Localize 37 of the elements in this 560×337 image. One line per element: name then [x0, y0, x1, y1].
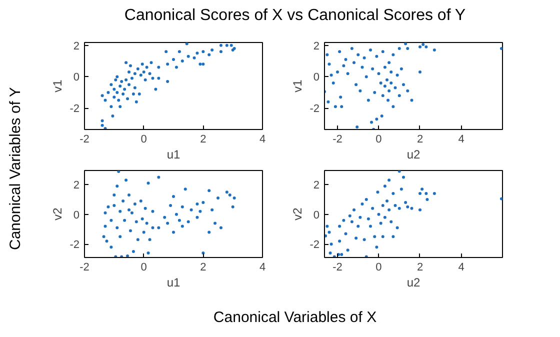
x-tick-label: 4 [259, 262, 266, 274]
y-tick-label: 2 [73, 180, 80, 192]
text: Canonical Variables of X [213, 308, 377, 328]
y-tick-label: -2 [70, 239, 80, 252]
x-axis-title: u2 [406, 148, 420, 162]
x-tick-label: 4 [259, 134, 266, 146]
y-tick-label: 2 [73, 40, 80, 52]
text: Canonical Variables of Y [6, 88, 25, 250]
x-axis-title: u1 [166, 148, 180, 162]
y-axis-title: v1 [290, 79, 305, 92]
x-tick-label: 0 [140, 134, 147, 146]
y-tick-label: -2 [70, 103, 80, 116]
x-tick-label: 2 [416, 262, 424, 274]
x-axis-title: u2 [406, 276, 420, 290]
y-tick-label: 0 [73, 72, 80, 84]
y-tick-label: 2 [313, 40, 320, 52]
x-tick-label: 4 [458, 262, 464, 274]
y-tick-label: 0 [73, 209, 80, 222]
x-tick-label: 2 [416, 134, 424, 146]
x-tick-label: -2 [332, 134, 342, 146]
y-axis-title: v1 [50, 79, 65, 92]
x-axis-title: u1 [166, 276, 180, 290]
x-tick-label: 4 [458, 134, 464, 146]
text: Canonical Scores of X vs Canonical Scores of Y [124, 6, 466, 26]
y-tick-label: -2 [310, 103, 320, 116]
x-tick-label: 2 [200, 134, 206, 146]
x-tick-label: 0 [376, 262, 382, 274]
y-tick-label: 0 [313, 72, 320, 84]
x-tick-label: 2 [200, 262, 206, 274]
x-tick-label: -2 [332, 262, 342, 274]
x-tick-label: 0 [376, 134, 382, 146]
y-tick-label: 2 [313, 180, 320, 192]
y-axis-title: v2 [50, 207, 65, 220]
x-tick-label: 0 [140, 262, 147, 274]
y-axis-title: v2 [290, 207, 305, 220]
y-tick-label: -2 [310, 239, 320, 252]
y-tick-label: 0 [313, 209, 320, 222]
